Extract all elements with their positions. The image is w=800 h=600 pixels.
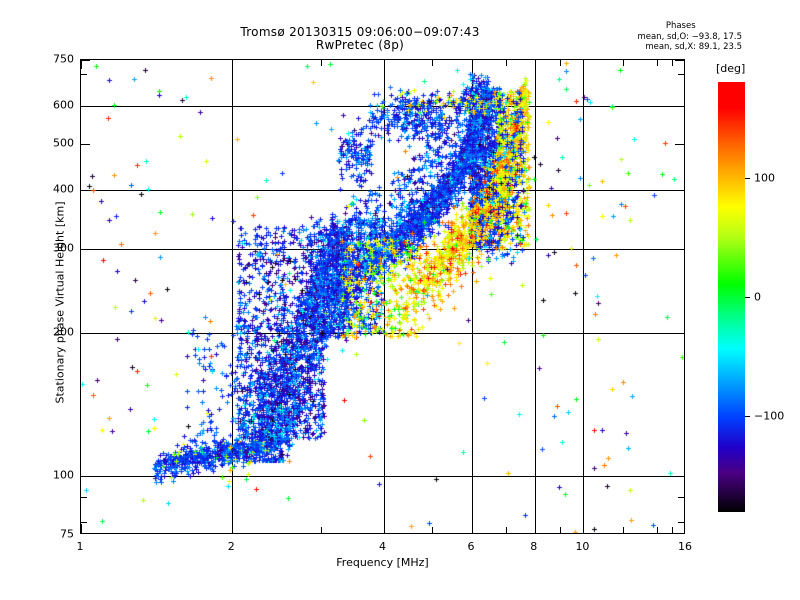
x-tick-label: 8 [530, 540, 538, 553]
colorbar-tick-label: −100 [754, 409, 785, 423]
y-tick-label: 750 [53, 52, 74, 66]
y-tick-label: 400 [53, 182, 74, 196]
y-tick-label: 500 [53, 136, 74, 150]
y-tick-label: 100 [53, 468, 74, 482]
colorbar-tick [745, 178, 750, 179]
y-tick-label: 200 [53, 325, 74, 339]
colorbar-tick-label: 100 [754, 171, 775, 185]
x-tick-label: 1 [76, 540, 84, 553]
y-axis-label: Stationary phase Virtual Height [km] [53, 201, 67, 404]
x-tick-label: 6 [467, 540, 475, 553]
scatter-canvas [81, 60, 684, 533]
colorbar-tick [745, 297, 750, 298]
x-tick-label: 10 [575, 540, 590, 553]
x-tick-label: 16 [678, 540, 692, 553]
y-tick-label: 75 [60, 527, 74, 541]
phases-heading: Phases [665, 21, 696, 31]
y-tick-label: 600 [53, 98, 74, 112]
phases-x-stats: mean, sd,X: 89.1, 23.5 [645, 42, 742, 52]
phases-o-stats: mean, sd,O: −93.8, 17.5 [637, 31, 742, 42]
y-tick-label: 300 [53, 241, 74, 255]
colorbar-unit-label: [deg] [716, 62, 746, 75]
colorbar-gradient [718, 82, 745, 512]
x-tick-label: 2 [227, 540, 235, 553]
plot-area [80, 59, 685, 534]
title-line-2: RwPretec (8p) [315, 38, 405, 52]
colorbar-tick-label: 0 [754, 290, 761, 304]
phases-annotation: Phases mean, sd,O: −93.8, 17.5 mean, sd,… [637, 21, 742, 53]
x-tick-label: 4 [379, 540, 386, 553]
title-line-1: Tromsø 20130315 09:06:00−09:07:43 [240, 25, 480, 39]
plot-title: Tromsø 20130315 09:06:00−09:07:43 RwPret… [0, 26, 720, 52]
colorbar: 100 0 −100 [718, 82, 784, 512]
colorbar-tick [745, 416, 750, 417]
x-axis-label: Frequency [MHz] [336, 556, 429, 569]
